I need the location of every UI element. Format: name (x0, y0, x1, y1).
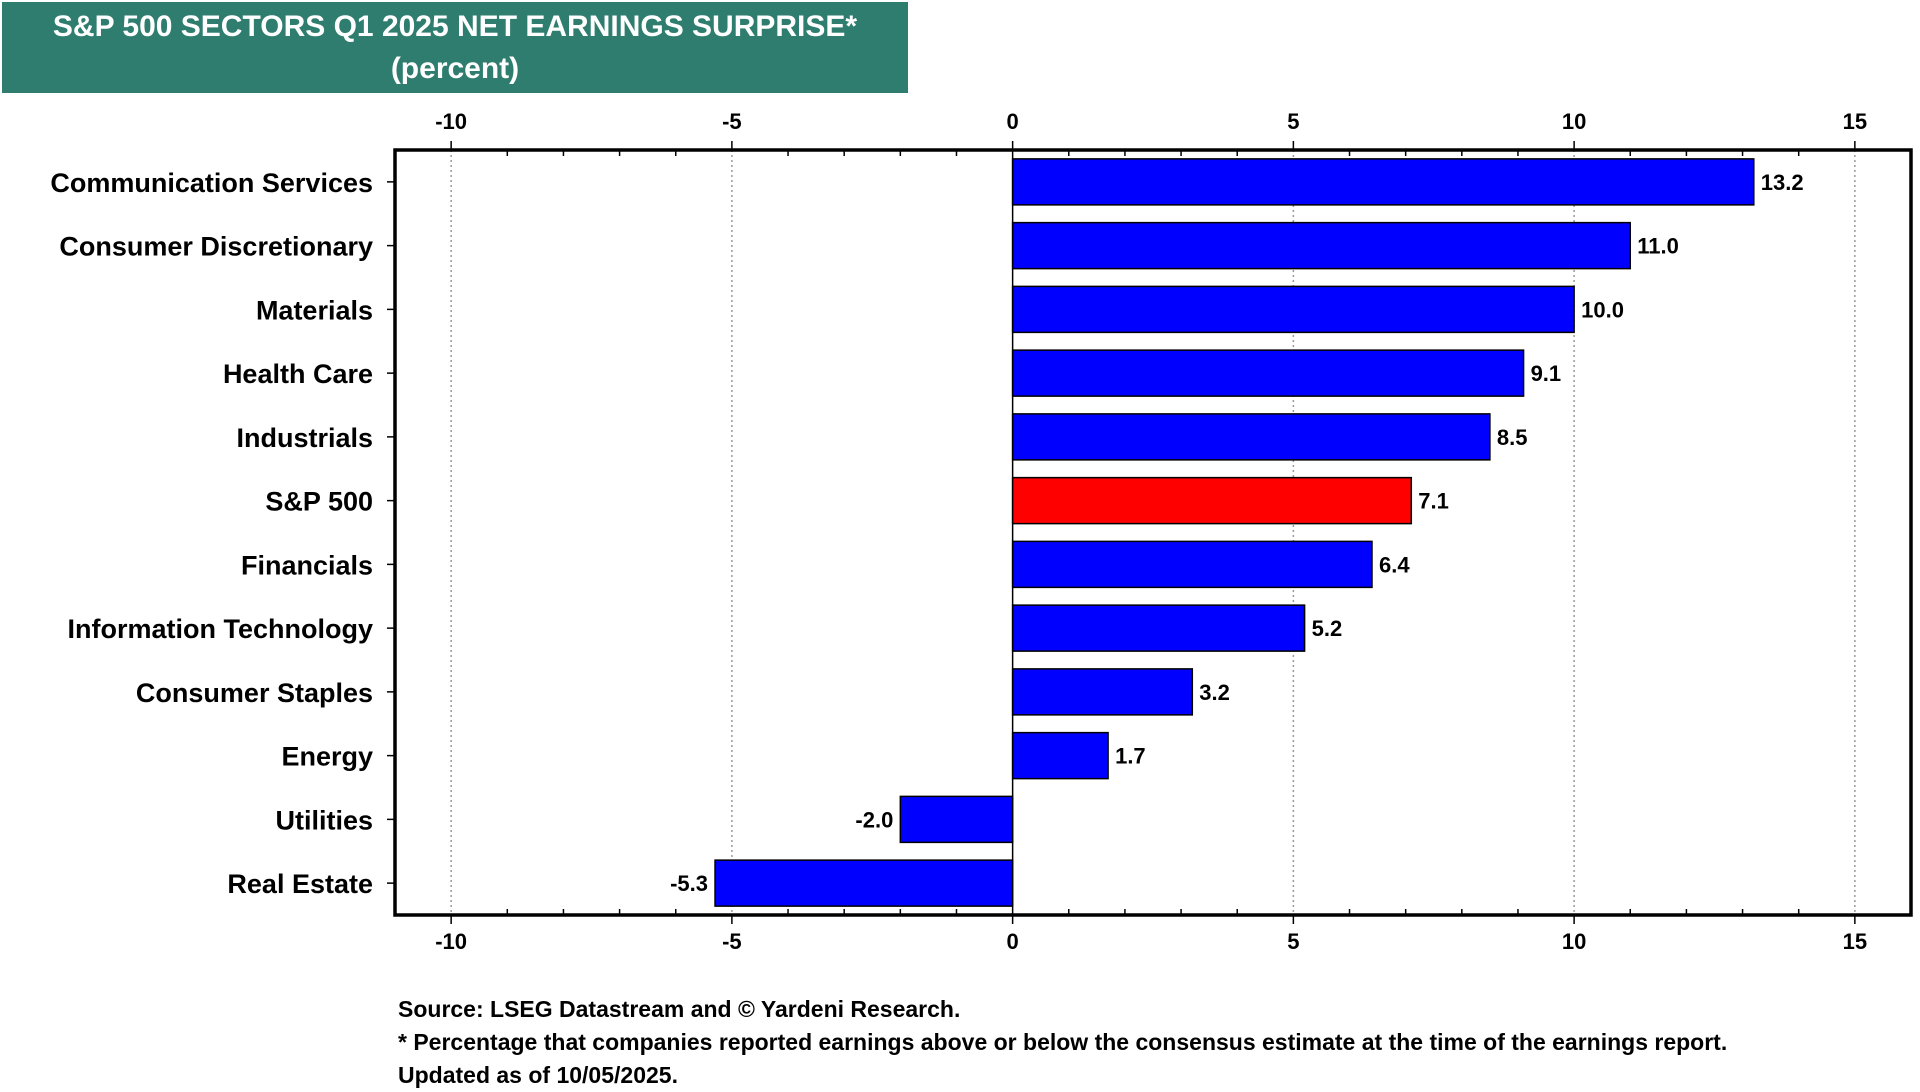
updated-note: Updated as of 10/05/2025. (398, 1062, 678, 1088)
bar-3 (1011, 349, 1525, 397)
bar-5 (1011, 476, 1413, 525)
category-label-2: Materials (256, 295, 373, 325)
category-label-3: Health Care (223, 359, 373, 389)
bar-7 (1011, 604, 1306, 652)
data-label-2: 10.0 (1581, 297, 1624, 322)
category-label-11: Real Estate (227, 869, 373, 899)
bar-2 (1011, 285, 1575, 334)
data-label-8: 3.2 (1199, 680, 1230, 705)
bar-4 (1011, 413, 1491, 461)
chart-title: S&P 500 SECTORS Q1 2025 NET EARNINGS SUR… (52, 9, 858, 43)
tick-label-bottom-2: 0 (1007, 929, 1019, 954)
data-label-10: -2.0 (855, 807, 893, 832)
bar-1 (1011, 221, 1632, 270)
tick-label-top-4: 10 (1562, 109, 1586, 134)
category-label-6: Financials (241, 550, 373, 580)
tick-label-top-2: 0 (1007, 109, 1019, 134)
data-label-3: 9.1 (1531, 361, 1562, 386)
tick-label-top-0: -10 (435, 109, 467, 134)
data-label-5: 7.1 (1418, 489, 1449, 514)
tick-label-bottom-3: 5 (1287, 929, 1299, 954)
data-label-4: 8.5 (1497, 425, 1528, 450)
data-label-1: 11.0 (1637, 234, 1679, 259)
bar-10 (899, 795, 1014, 844)
category-label-10: Utilities (275, 805, 373, 835)
definition-note: * Percentage that companies reported ear… (398, 1029, 1728, 1055)
chart-subtitle: (percent) (390, 51, 520, 85)
bar-8 (1011, 668, 1194, 716)
source-note: Source: LSEG Datastream and © Yardeni Re… (398, 996, 961, 1022)
data-label-11: -5.3 (670, 871, 708, 896)
category-label-7: Information Technology (68, 614, 374, 644)
data-label-6: 6.4 (1379, 552, 1410, 577)
data-label-9: 1.7 (1115, 744, 1146, 769)
chart-footnotes: Source: LSEG Datastream and © Yardeni Re… (398, 993, 1727, 1092)
category-label-8: Consumer Staples (136, 678, 373, 708)
category-label-0: Communication Services (50, 168, 373, 198)
bar-9 (1011, 731, 1109, 780)
tick-label-bottom-4: 10 (1562, 929, 1586, 954)
tick-label-bottom-1: -5 (722, 929, 742, 954)
plot-frame (393, 148, 1913, 917)
bar-11 (714, 859, 1014, 907)
category-label-1: Consumer Discretionary (59, 232, 373, 262)
category-label-4: Industrials (236, 423, 373, 453)
bar-6 (1011, 540, 1373, 589)
tick-label-top-3: 5 (1287, 109, 1299, 134)
tick-label-bottom-0: -10 (435, 929, 467, 954)
category-label-5: S&P 500 (265, 487, 373, 517)
tick-label-top-5: 15 (1843, 109, 1867, 134)
data-label-7: 5.2 (1312, 616, 1343, 641)
data-label-0: 13.2 (1761, 170, 1804, 195)
bar-0 (1011, 158, 1755, 206)
chart-title-banner: S&P 500 SECTORS Q1 2025 NET EARNINGS SUR… (2, 2, 908, 93)
tick-label-top-1: -5 (722, 109, 742, 134)
tick-label-bottom-5: 15 (1843, 929, 1867, 954)
category-label-9: Energy (281, 742, 373, 772)
